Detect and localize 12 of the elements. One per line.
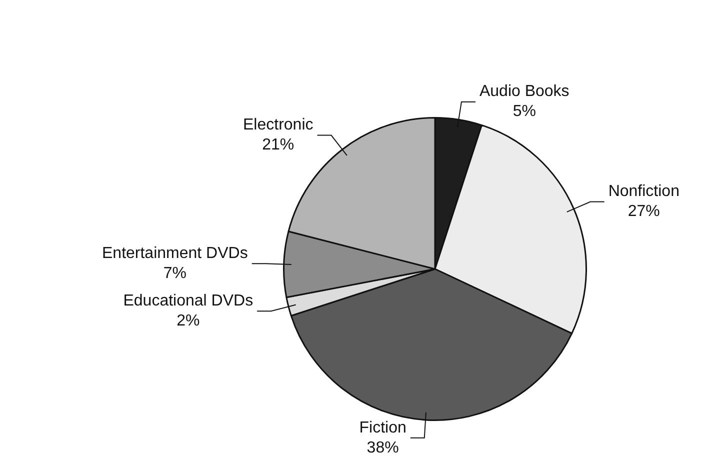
slice-label: Entertainment DVDs [102, 245, 248, 262]
data-label: 2% [176, 312, 200, 330]
slice-label: Nonfiction [608, 183, 680, 200]
data-label: 5% [512, 103, 536, 120]
slice-label: Educational DVDs [123, 292, 254, 310]
data-label: 7% [163, 265, 186, 282]
slice-label: Audio Books [479, 83, 570, 100]
slice-label: Electronic [243, 116, 314, 134]
data-label: 38% [366, 439, 399, 456]
slice-label: Fiction [359, 419, 406, 436]
data-label: 27% [628, 203, 660, 220]
data-label: 21% [262, 136, 294, 154]
